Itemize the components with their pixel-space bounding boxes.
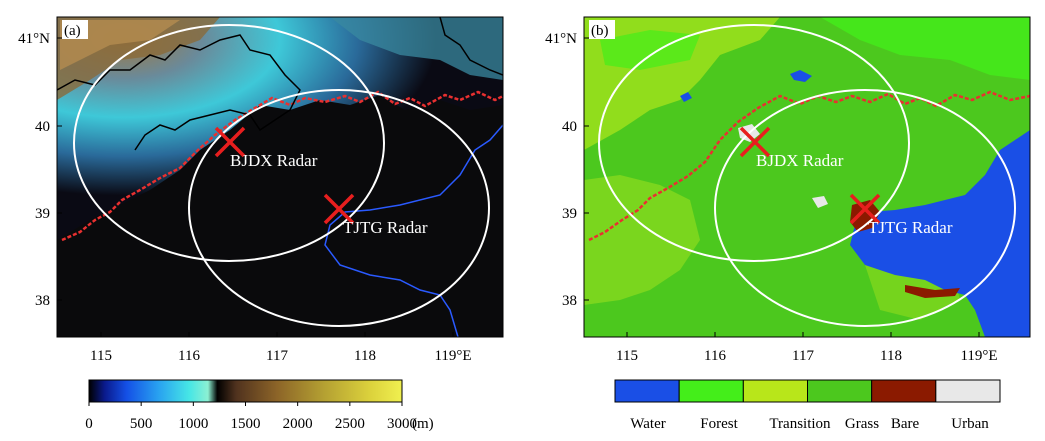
legend-swatch-grass	[807, 379, 873, 403]
panel-a-label-box	[62, 20, 88, 39]
panel-a-ytick: 39	[35, 206, 50, 222]
legend-swatch-transition	[742, 379, 808, 403]
panel-a-label: (a)	[64, 23, 81, 39]
mountain-terrain	[57, 17, 503, 240]
coastline	[324, 124, 503, 337]
forest-patch	[600, 30, 700, 70]
bare-patch	[905, 285, 960, 298]
colorbar-tick-label: 1500	[231, 416, 261, 432]
panel-b-map: BJDX Radar TJTG Radar (b)	[583, 16, 1031, 338]
panel-a-map: BJDX Radar TJTG Radar (a)	[56, 16, 504, 338]
foothill-contour-b	[588, 90, 1030, 242]
legend-label-transition: Transition	[769, 416, 831, 432]
panel-a-y-axis: 41°N 40 39 38	[18, 31, 62, 309]
tjtg-radar-label: TJTG Radar	[343, 218, 428, 237]
legend-swatch-bare	[871, 379, 937, 403]
panel-a-ytick: 40	[35, 119, 50, 135]
province-boundary-ne	[439, 17, 503, 76]
panel-b-ytick: 41°N	[545, 31, 577, 47]
panel-b-ytick: 38	[562, 293, 577, 309]
colorbar-tick-label: 0	[85, 416, 93, 432]
colorbar-tick-label: 2000	[283, 416, 313, 432]
water-body	[850, 130, 1030, 337]
bjdx-radar-marker-b	[739, 126, 771, 158]
legend-label-grass: Grass	[845, 416, 879, 432]
panel-b-x-axis: 115 116 117 118 119°E	[616, 332, 998, 364]
reservoir	[680, 92, 692, 102]
legend-label-water: Water	[630, 416, 665, 432]
panel-a-xtick: 117	[266, 348, 288, 364]
legend-swatch-water	[614, 379, 680, 403]
bjdx-range-circle-b	[598, 24, 910, 262]
legend-label-bare: Bare	[891, 416, 920, 432]
panel-a-xtick: 119°E	[434, 348, 471, 364]
foothill-contour	[61, 90, 503, 242]
panel-b-label-box	[589, 20, 615, 39]
legend-label-urban: Urban	[951, 416, 989, 432]
bjdx-radar-marker	[214, 126, 246, 158]
panel-b-xtick: 117	[792, 348, 814, 364]
legend-swatch-urban	[935, 379, 1001, 403]
tjtg-radar-marker-b	[849, 193, 881, 225]
panel-b-label: (b)	[591, 23, 609, 39]
tjtg-radar-marker	[323, 193, 355, 225]
panel-b-xtick: 118	[880, 348, 902, 364]
colorbar-tick-label: 3000	[387, 416, 417, 432]
northeast-terrain	[330, 17, 503, 80]
tjtg-range-circle-b	[714, 89, 1016, 327]
tjtg-range-circle	[188, 89, 490, 327]
urban-patch	[812, 196, 828, 208]
panel-a-ytick: 41°N	[18, 31, 50, 47]
panel-a-xtick: 115	[90, 348, 112, 364]
panel-b-ytick: 40	[562, 119, 577, 135]
bjdx-range-circle	[73, 24, 385, 262]
bjdx-radar-label: BJDX Radar	[230, 151, 318, 170]
elevation-colorbar: 0 500 1000 1500 2000 2500 3000 (m)	[85, 379, 434, 432]
panel-a-xtick: 116	[178, 348, 200, 364]
forest-patch	[820, 17, 1030, 80]
bare-patch	[850, 200, 880, 232]
landcover-legend: Water Forest Transition Grass Bare Urban	[614, 379, 1001, 432]
panel-b-xtick: 116	[704, 348, 726, 364]
panel-b-ytick: 39	[562, 206, 577, 222]
panel-b-xtick: 115	[616, 348, 638, 364]
panel-b-xtick: 119°E	[960, 348, 997, 364]
transition-patch	[584, 175, 700, 305]
panel-a-x-axis: 115 116 117 118 119°E	[90, 332, 472, 364]
colorbar-unit: (m)	[412, 416, 434, 432]
colorbar-gradient	[88, 379, 403, 403]
legend-label-forest: Forest	[700, 416, 738, 432]
tjtg-radar-label-b: TJTG Radar	[868, 218, 953, 237]
peak-terrain	[60, 20, 180, 70]
colorbar-tick-label: 2500	[335, 416, 365, 432]
bjdx-radar-label-b: BJDX Radar	[756, 151, 844, 170]
colorbar-tick-label: 500	[130, 416, 153, 432]
legend-swatch-forest	[678, 379, 744, 403]
panel-b-y-axis: 41°N 40 39 38	[545, 31, 589, 309]
province-boundary	[57, 34, 301, 151]
panel-a-xtick: 118	[354, 348, 376, 364]
panel-a-ytick: 38	[35, 293, 50, 309]
colorbar-ticks: 0 500 1000 1500 2000 2500 3000	[85, 402, 417, 432]
colorbar-tick-label: 1000	[178, 416, 208, 432]
reservoir	[790, 70, 812, 82]
